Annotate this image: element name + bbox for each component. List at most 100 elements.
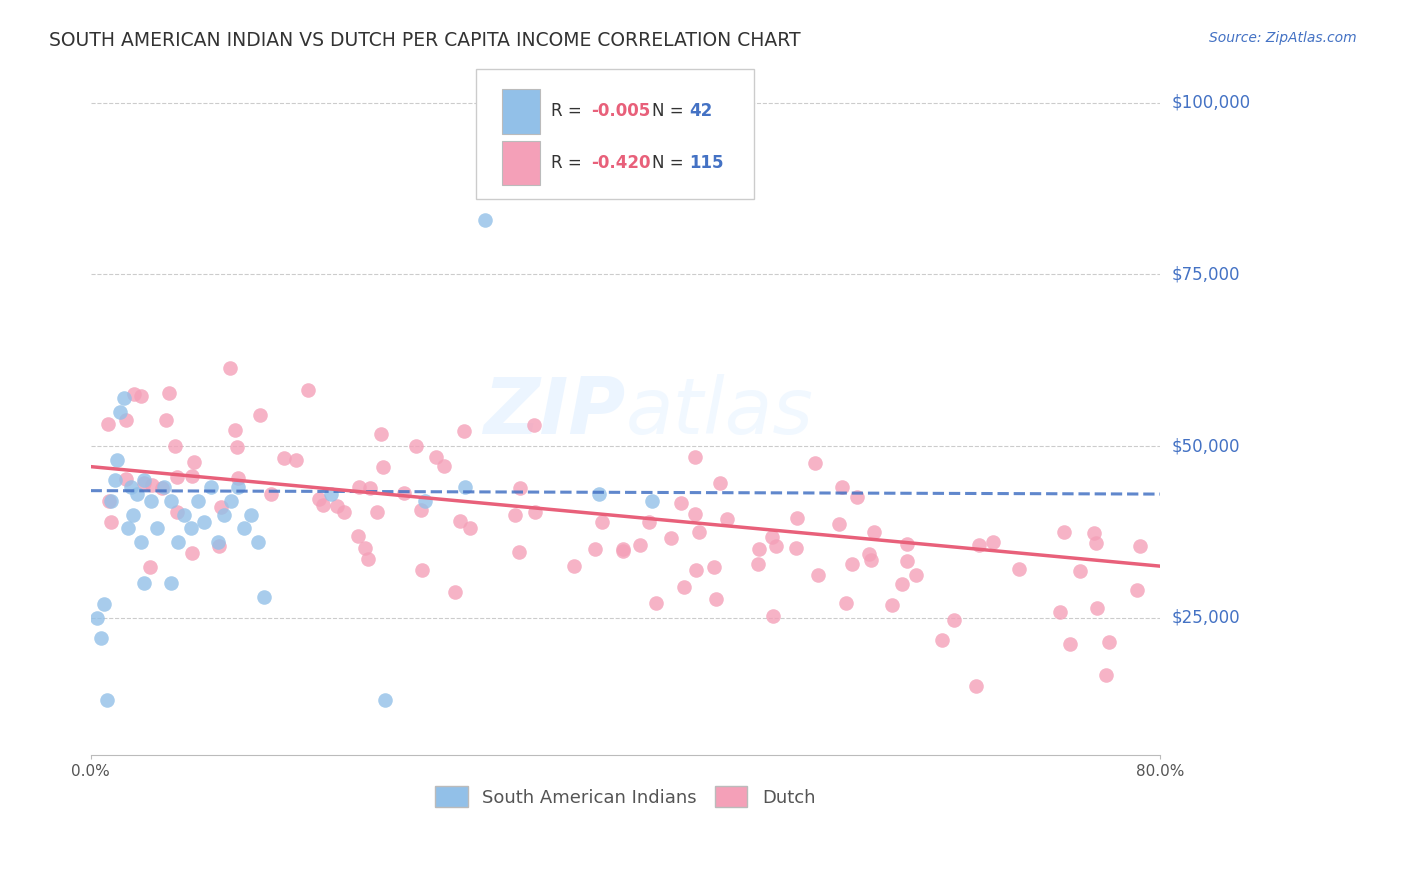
Text: $75,000: $75,000 (1171, 266, 1240, 284)
Point (409, 503, 432, 517)
Point (226, 440, 249, 454)
Point (671, 496, 693, 510)
Text: atlas: atlas (626, 374, 813, 450)
Point (308, 492, 330, 507)
Point (425, 450, 447, 465)
Point (173, 508, 195, 522)
Point (152, 481, 174, 495)
Point (841, 557, 863, 571)
Point (1129, 539, 1152, 553)
Point (187, 494, 209, 508)
Point (1069, 565, 1091, 579)
Text: SOUTH AMERICAN INDIAN VS DUTCH PER CAPITA INCOME CORRELATION CHART: SOUTH AMERICAN INDIAN VS DUTCH PER CAPIT… (49, 31, 801, 50)
Point (155, 413, 177, 427)
Point (153, 480, 176, 494)
Point (356, 552, 378, 566)
Point (122, 508, 145, 522)
Point (1049, 605, 1071, 619)
Point (312, 498, 335, 512)
Point (86, 610, 108, 624)
Point (688, 525, 710, 540)
Point (859, 553, 882, 567)
Point (845, 490, 868, 504)
Point (181, 469, 204, 483)
Point (132, 476, 155, 491)
Point (896, 554, 918, 568)
Text: 42: 42 (689, 102, 713, 120)
Point (132, 474, 155, 488)
Text: 115: 115 (689, 153, 724, 171)
Point (588, 487, 610, 501)
Point (166, 535, 188, 549)
Legend: South American Indians, Dutch: South American Indians, Dutch (429, 780, 823, 814)
Point (240, 508, 263, 522)
Point (858, 547, 880, 561)
Point (761, 530, 783, 544)
Point (981, 535, 1004, 549)
Point (716, 512, 738, 526)
Point (166, 469, 188, 483)
Point (747, 558, 769, 572)
Text: R =: R = (551, 102, 586, 120)
Point (104, 474, 127, 488)
Point (207, 535, 229, 549)
Point (160, 576, 183, 591)
Point (100, 494, 122, 508)
Point (349, 480, 371, 494)
Point (374, 693, 396, 707)
Point (214, 508, 236, 522)
Text: -0.420: -0.420 (591, 153, 651, 171)
Point (273, 450, 295, 465)
Text: -0.005: -0.005 (591, 102, 651, 120)
Point (112, 391, 135, 405)
Point (207, 539, 229, 553)
Point (685, 450, 707, 464)
Point (366, 505, 388, 519)
Point (672, 580, 695, 594)
Point (224, 424, 246, 438)
Point (359, 481, 381, 495)
Text: $50,000: $50,000 (1171, 437, 1240, 455)
Point (765, 540, 787, 554)
Point (284, 453, 307, 467)
Point (120, 480, 142, 494)
Point (803, 456, 825, 470)
Point (98, 494, 121, 508)
Point (90, 631, 112, 645)
Point (762, 609, 785, 624)
Text: ZIP: ZIP (484, 374, 626, 450)
Point (509, 482, 531, 496)
Point (969, 538, 991, 552)
Point (562, 558, 585, 573)
Point (180, 545, 202, 559)
Point (346, 529, 368, 543)
Point (246, 535, 269, 549)
Point (453, 424, 475, 438)
Point (371, 460, 394, 475)
Point (233, 521, 256, 535)
Point (638, 516, 661, 530)
Point (115, 472, 138, 486)
Point (785, 541, 807, 555)
Point (454, 480, 477, 494)
Point (219, 494, 242, 508)
Point (180, 521, 202, 535)
Point (157, 386, 180, 401)
Point (114, 413, 136, 427)
Point (943, 613, 966, 627)
Point (641, 494, 664, 508)
Point (834, 596, 856, 610)
Point (226, 471, 249, 485)
Point (297, 383, 319, 397)
Point (193, 515, 215, 529)
Text: $100,000: $100,000 (1171, 94, 1250, 112)
Point (139, 494, 162, 508)
Point (392, 485, 415, 500)
Point (226, 480, 249, 494)
Text: $25,000: $25,000 (1171, 608, 1240, 626)
Text: R =: R = (551, 153, 586, 171)
Point (1084, 536, 1107, 550)
Point (786, 511, 808, 525)
Point (160, 494, 183, 508)
Point (117, 521, 139, 535)
